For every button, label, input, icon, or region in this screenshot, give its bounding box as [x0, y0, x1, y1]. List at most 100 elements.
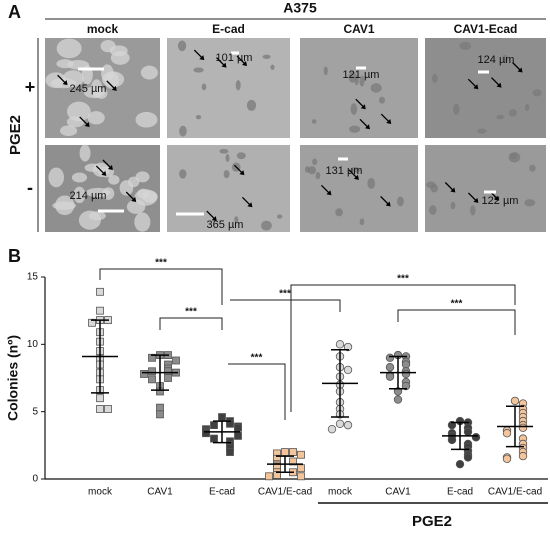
- arrow: [359, 118, 369, 128]
- scale-label: 121 µm: [343, 69, 380, 81]
- data-point: [289, 457, 297, 466]
- data-point: [463, 453, 473, 462]
- cell-colony: [262, 54, 271, 60]
- scale-label: 245 µm: [70, 83, 107, 95]
- panel-label: B: [8, 246, 21, 266]
- scale-label: 214 µm: [70, 190, 107, 202]
- cell-colony: [88, 211, 106, 221]
- cell-colony: [100, 39, 116, 53]
- significance-label: ***: [155, 258, 167, 269]
- y-tick-label: 10: [27, 339, 39, 350]
- cell-colony: [135, 171, 150, 183]
- data-point: [510, 396, 520, 406]
- arrow: [102, 159, 112, 169]
- arrow: [79, 116, 89, 126]
- cell-colony: [48, 167, 65, 188]
- data-point: [463, 427, 473, 437]
- arrow-head: [494, 195, 500, 201]
- cell-colony: [179, 169, 187, 179]
- cell-colony: [45, 72, 67, 89]
- data-point: [273, 471, 281, 479]
- scale-label: 122 µm: [482, 195, 519, 207]
- cell-colony: [236, 152, 246, 160]
- data-point: [297, 450, 305, 459]
- column-header: CAV1-Ecad: [454, 22, 518, 36]
- data-point: [234, 423, 242, 432]
- cell-colony: [219, 148, 229, 154]
- panel-label: A: [8, 2, 21, 22]
- data-point: [518, 451, 528, 461]
- panel-title: A375: [283, 0, 317, 16]
- cell-colony: [71, 172, 88, 183]
- x-tick-label: CAV1/E-cad: [488, 487, 542, 498]
- cell-colony: [83, 86, 105, 99]
- x-tick-label: mock: [88, 487, 113, 498]
- data-point: [385, 353, 395, 362]
- arrow-head: [111, 85, 117, 91]
- data-point: [393, 395, 403, 404]
- y-tick-label: 0: [32, 474, 38, 485]
- cell-colony: [532, 89, 542, 97]
- arrow-head: [131, 197, 137, 203]
- y-axis-label: Colonies (nº): [5, 335, 21, 421]
- data-point: [226, 448, 234, 456]
- significance-label: ***: [185, 307, 197, 318]
- cell-colony: [349, 125, 361, 133]
- arrow-head: [517, 67, 523, 73]
- data-point: [234, 432, 242, 440]
- scale-label: 101 µm: [216, 52, 253, 64]
- arrow: [467, 78, 477, 88]
- x-tick-label: mock: [328, 487, 353, 498]
- arrow-head: [496, 82, 502, 88]
- significance-bracket: [230, 299, 341, 312]
- x-tick-label: E-cad: [209, 487, 235, 498]
- data-point: [148, 375, 156, 384]
- data-point: [385, 363, 395, 372]
- data-point: [104, 405, 112, 413]
- cell-colony: [359, 75, 365, 87]
- micrograph: [425, 145, 546, 232]
- arrow-head: [221, 62, 227, 68]
- arrow: [236, 55, 246, 65]
- cell-colony: [450, 201, 456, 210]
- arrow-head: [385, 201, 391, 207]
- cell-colony: [477, 128, 487, 134]
- cell-colony: [308, 166, 317, 175]
- arrow: [57, 74, 67, 84]
- data-point: [502, 429, 512, 438]
- cell-colony: [79, 144, 91, 162]
- cell-colony: [66, 101, 91, 122]
- significance-bracket: [397, 309, 516, 335]
- data-point: [335, 419, 345, 428]
- arrow-head: [473, 84, 479, 90]
- x-tick-label: E-cad: [447, 487, 473, 498]
- cell-colony: [56, 38, 82, 59]
- arrow-head: [473, 197, 479, 203]
- data-point: [289, 448, 297, 456]
- scale-label: 124 µm: [478, 54, 515, 66]
- micrograph: [300, 145, 418, 232]
- data-point: [210, 434, 218, 443]
- cell-colony: [135, 111, 158, 128]
- x-tick-label: CAV1: [147, 487, 173, 498]
- data-point: [471, 433, 481, 442]
- significance-label: ***: [397, 274, 409, 285]
- data-point: [164, 374, 172, 382]
- arrow-head: [62, 80, 68, 86]
- cell-colony: [323, 66, 328, 76]
- cell-colony: [348, 71, 357, 83]
- arrow-head: [364, 124, 370, 130]
- cell-colony: [529, 164, 536, 172]
- cell-colony: [501, 54, 508, 63]
- cell-colony: [223, 170, 230, 179]
- data-point: [210, 421, 218, 430]
- cell-colony: [67, 60, 90, 70]
- arrow-head: [247, 202, 253, 208]
- cell-colony: [142, 190, 158, 203]
- data-point: [96, 306, 104, 315]
- y-tick-label: 5: [32, 406, 38, 417]
- cell-colony: [470, 205, 476, 216]
- cell-colony: [350, 103, 358, 115]
- data-point: [502, 454, 512, 463]
- arrow-head: [353, 174, 359, 180]
